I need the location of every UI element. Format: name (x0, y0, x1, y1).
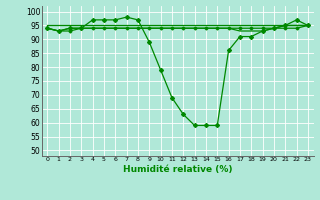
X-axis label: Humidité relative (%): Humidité relative (%) (123, 165, 232, 174)
